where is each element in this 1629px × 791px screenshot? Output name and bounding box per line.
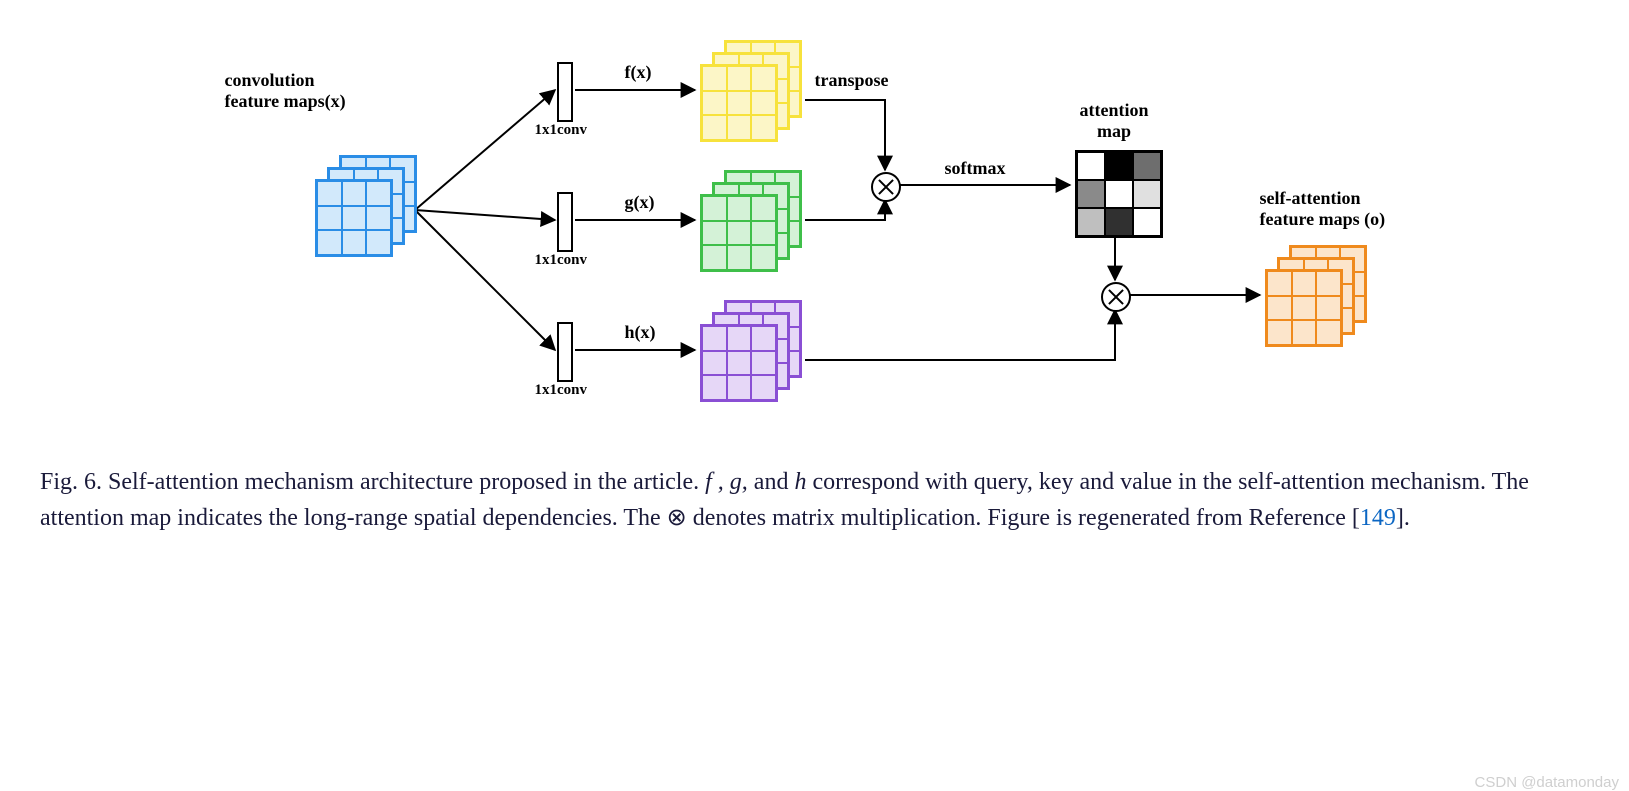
reference-link[interactable]: 149: [1360, 505, 1396, 531]
conv1x1-g: [557, 192, 573, 252]
conv-label-g: 1x1conv: [535, 252, 588, 269]
caption-end: ].: [1396, 505, 1410, 531]
conv-label-h: 1x1conv: [535, 382, 588, 399]
gx-stack: [700, 170, 802, 272]
matmul-2-icon: [1101, 282, 1131, 312]
input-feature-stack: [315, 155, 417, 257]
conv1x1-h: [557, 322, 573, 382]
func-label-f: f(x): [625, 62, 652, 83]
caption-and: and: [748, 469, 795, 495]
conv-label-f: 1x1conv: [535, 122, 588, 139]
softmax-label: softmax: [945, 158, 1006, 179]
self-attention-diagram: convolution feature maps(x) 1x1conv 1x1c…: [115, 20, 1515, 450]
caption-prefix: Fig. 6. Self-attention mechanism archite…: [40, 469, 705, 495]
transpose-label: transpose: [815, 70, 889, 91]
output-feature-stack: [1265, 245, 1367, 347]
conv1x1-f: [557, 62, 573, 122]
figure-caption: Fig. 6. Self-attention mechanism archite…: [40, 464, 1589, 536]
func-label-g: g(x): [625, 192, 655, 213]
fx-stack: [700, 40, 802, 142]
func-label-h: h(x): [625, 322, 656, 343]
caption-fgh: f , g,: [705, 469, 748, 495]
watermark: CSDN @datamonday: [1475, 774, 1619, 791]
hx-stack: [700, 300, 802, 402]
attention-map: [1075, 150, 1163, 238]
output-label: self-attention feature maps (o): [1260, 188, 1386, 230]
caption-h: h: [794, 469, 806, 495]
attention-map-label: attention map: [1080, 100, 1149, 142]
matmul-1-icon: [871, 172, 901, 202]
input-label: convolution feature maps(x): [225, 70, 346, 112]
